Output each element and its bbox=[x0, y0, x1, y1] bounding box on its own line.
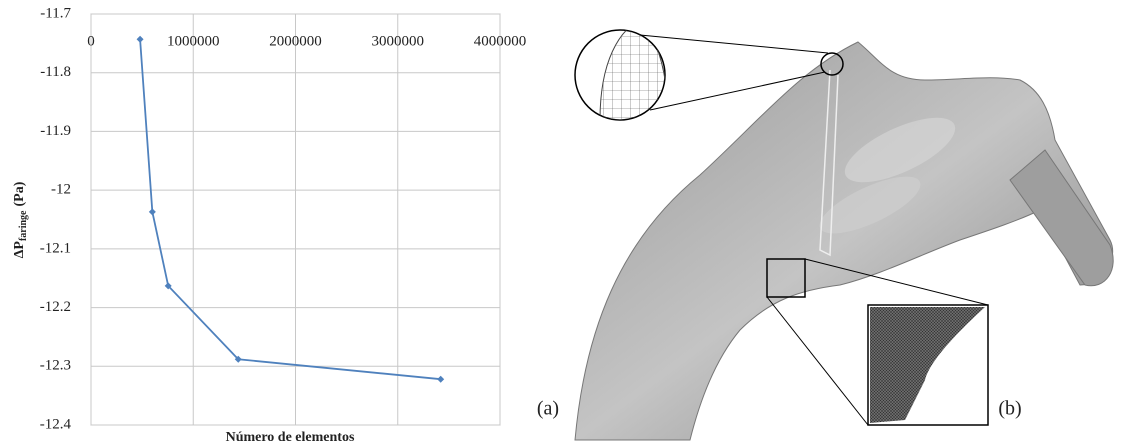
x-tick-label: 1000000 bbox=[167, 33, 220, 49]
y-label-sub: faringe bbox=[18, 210, 29, 241]
zoom-box bbox=[766, 258, 806, 298]
x-tick-label: 3000000 bbox=[372, 33, 425, 49]
zoom-marker bbox=[820, 52, 844, 76]
x-tick-label: 0 bbox=[87, 33, 95, 49]
y-tick-label: -12 bbox=[51, 182, 71, 198]
y-tick-label: -11.7 bbox=[40, 5, 71, 21]
chart: Número de elementos ΔPfaringe (Pa) (a) -1… bbox=[12, 5, 559, 445]
panel-label: (a) bbox=[537, 398, 559, 420]
y-tick-label: -12.3 bbox=[40, 358, 71, 374]
y-tick-label: -11.9 bbox=[40, 123, 71, 139]
y-axis-label: ΔPfaringe (Pa) bbox=[12, 181, 29, 258]
data-point bbox=[164, 282, 172, 290]
highlight bbox=[819, 176, 921, 234]
data-point bbox=[136, 35, 144, 43]
x-tick-label: 2000000 bbox=[269, 33, 322, 49]
zoom-line bbox=[766, 296, 869, 426]
y-label-main: ΔP bbox=[12, 241, 27, 259]
y-label-unit: (Pa) bbox=[12, 181, 27, 206]
zoom-line bbox=[649, 71, 826, 111]
highlight bbox=[844, 117, 956, 183]
mesh-detail bbox=[599, 30, 665, 120]
x-axis-label: Número de elementos bbox=[226, 430, 355, 445]
panel-label: (b) bbox=[998, 398, 1021, 420]
y-tick-label: -12.1 bbox=[40, 240, 71, 256]
y-tick-label: -12.2 bbox=[40, 299, 71, 315]
x-tick-label: 4000000 bbox=[474, 33, 527, 49]
plane-outline bbox=[819, 69, 839, 257]
zoom-line bbox=[804, 258, 989, 306]
trachea-tube bbox=[1009, 149, 1114, 287]
zoom-line bbox=[639, 34, 829, 54]
data-point bbox=[437, 375, 445, 383]
y-tick-label: -11.8 bbox=[40, 64, 71, 80]
airway-render: (b) bbox=[574, 29, 1114, 441]
mesh-detail bbox=[870, 307, 985, 423]
data-point bbox=[148, 208, 156, 216]
airway-surface bbox=[574, 41, 1114, 441]
y-tick-label: -12.4 bbox=[40, 416, 72, 432]
data-point bbox=[234, 355, 242, 363]
